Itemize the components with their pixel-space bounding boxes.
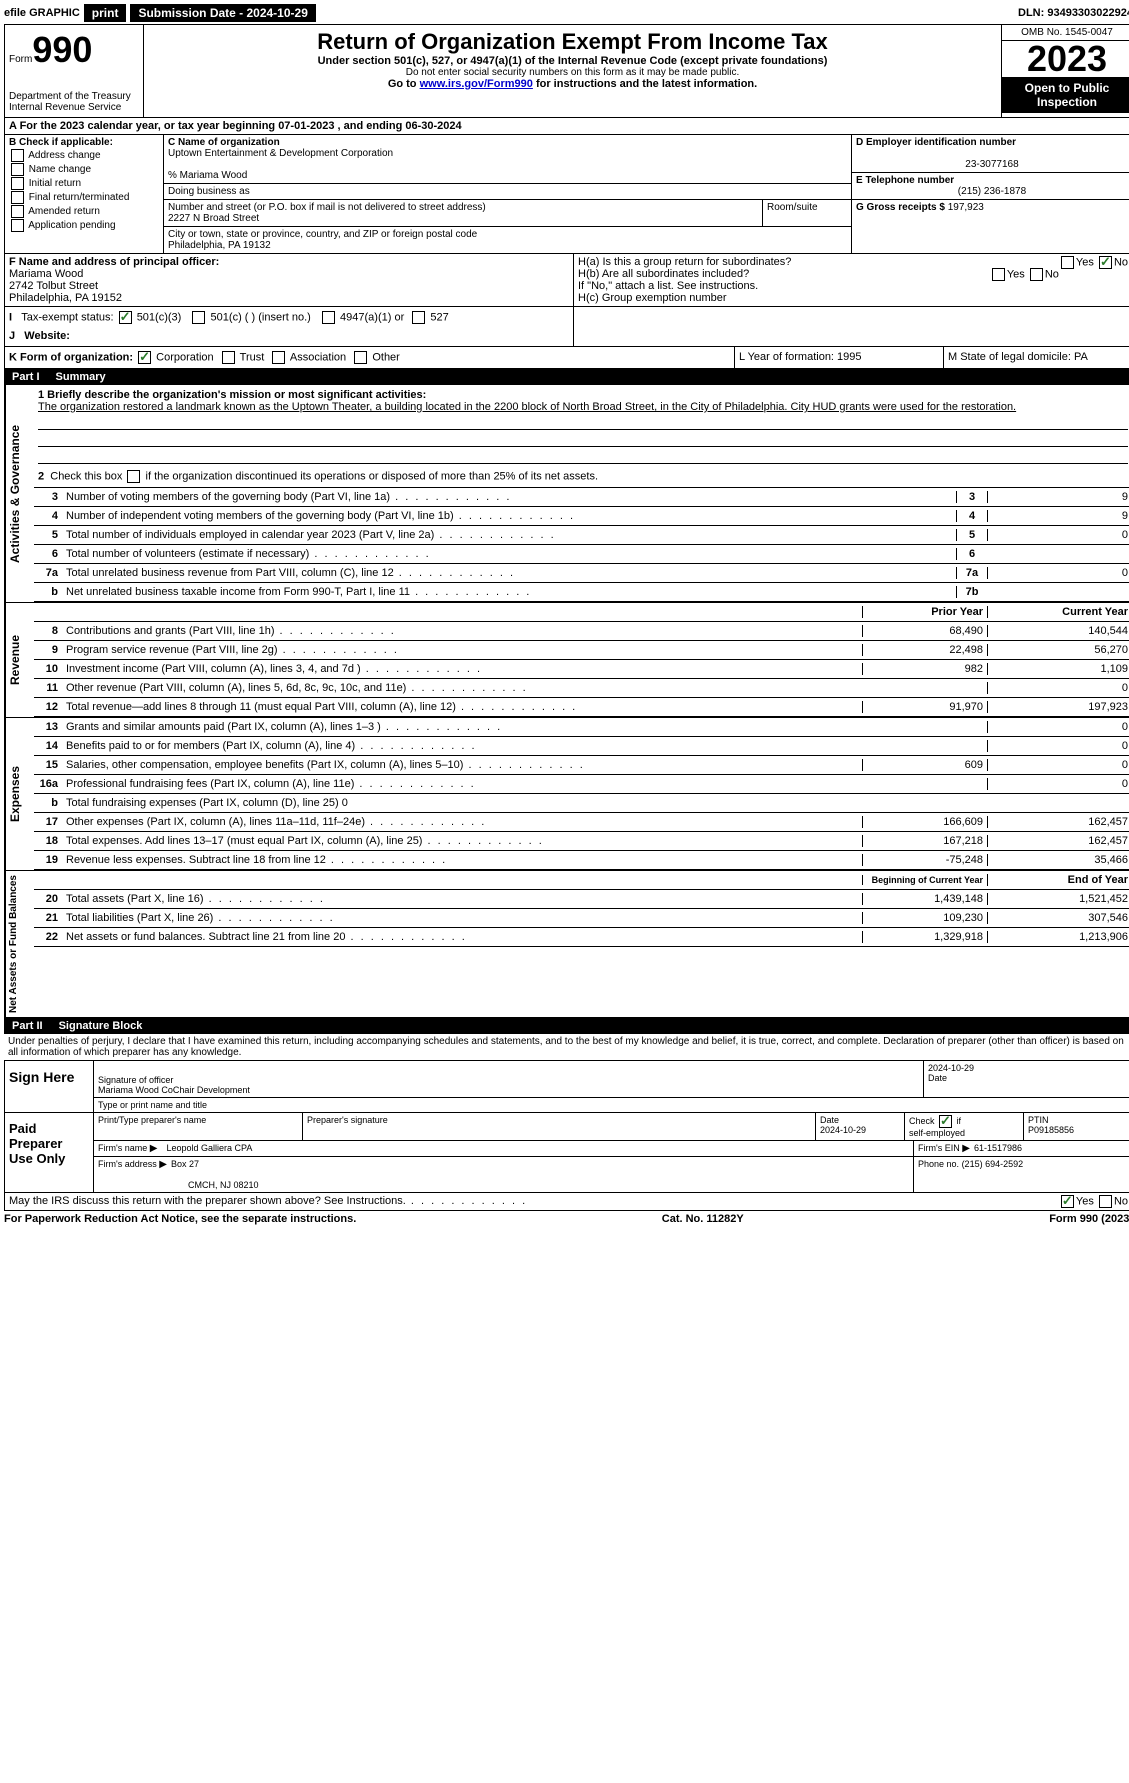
summary-line: 8Contributions and grants (Part VIII, li… <box>34 622 1129 641</box>
tab-revenue: Revenue <box>5 603 34 717</box>
dept-treasury: Department of the Treasury <box>9 91 139 102</box>
summary-line: 5 Total number of individuals employed i… <box>34 526 1129 545</box>
gross-receipts-cell: G Gross receipts $ 197,923 <box>852 200 1129 215</box>
form-subtitle-2: Do not enter social security numbers on … <box>148 67 997 78</box>
dln-label: DLN: 93493303022924 <box>1018 7 1129 19</box>
entity-info-grid: B Check if applicable: Address change Na… <box>4 135 1129 254</box>
firm-address-cell: Firm's address Box 27 CMCH, NJ 08210 <box>94 1157 914 1192</box>
summary-line: 4 Number of independent voting members o… <box>34 507 1129 526</box>
group-return-box: H(a) Is this a group return for subordin… <box>574 254 1129 306</box>
irs-label: Internal Revenue Service <box>9 102 139 113</box>
form-header: Form990 Department of the Treasury Inter… <box>4 24 1129 118</box>
submission-date-button[interactable]: Submission Date - 2024-10-29 <box>130 4 315 22</box>
summary-section-expenses: Expenses 13Grants and similar amounts pa… <box>4 718 1129 871</box>
tax-year: 2023 <box>1002 41 1129 77</box>
firm-ein-cell: Firm's EIN 61-1517986 <box>914 1141 1129 1156</box>
org-name-cell: C Name of organization Uptown Entertainm… <box>164 135 851 184</box>
summary-line: 10Investment income (Part VIII, column (… <box>34 660 1129 679</box>
form-title: Return of Organization Exempt From Incom… <box>148 29 997 55</box>
row-k-org-form: K Form of organization: Corporation Trus… <box>4 347 1129 369</box>
irs-link[interactable]: www.irs.gov/Form990 <box>420 78 533 90</box>
efile-label: efile GRAPHIC <box>4 7 80 19</box>
open-public-badge: Open to Public Inspection <box>1002 77 1129 113</box>
summary-line: 22Net assets or fund balances. Subtract … <box>34 928 1129 947</box>
summary-line: 15Salaries, other compensation, employee… <box>34 756 1129 775</box>
sign-date: 2024-10-29Date <box>924 1061 1129 1097</box>
part-2-header: Part II Signature Block <box>4 1018 1129 1034</box>
room-cell: Room/suite <box>762 200 851 226</box>
summary-line: 19Revenue less expenses. Subtract line 1… <box>34 851 1129 870</box>
ptin-cell: PTINP09185856 <box>1024 1113 1129 1140</box>
dba-cell: Doing business as <box>164 184 851 200</box>
box-b-checkboxes: B Check if applicable: Address change Na… <box>5 135 164 253</box>
principal-officer: F Name and address of principal officer:… <box>5 254 574 306</box>
summary-line: 9Program service revenue (Part VIII, lin… <box>34 641 1129 660</box>
firm-phone-cell: Phone no. (215) 694-2592 <box>914 1157 1129 1192</box>
summary-line: 3 Number of voting members of the govern… <box>34 488 1129 507</box>
summary-section-revenue: Revenue Prior Year Current Year 8Contrib… <box>4 603 1129 718</box>
summary-line: 12Total revenue—add lines 8 through 11 (… <box>34 698 1129 717</box>
form-number: Form990 <box>9 29 139 71</box>
summary-line: 7a Total unrelated business revenue from… <box>34 564 1129 583</box>
summary-line: 21Total liabilities (Part X, line 26) 10… <box>34 909 1129 928</box>
summary-line: 20Total assets (Part X, line 16) 1,439,1… <box>34 890 1129 909</box>
type-name-label: Type or print name and title <box>94 1098 211 1112</box>
signature-block: Sign Here Signature of officer Mariama W… <box>4 1060 1129 1193</box>
preparer-date: Date2024-10-29 <box>816 1113 905 1140</box>
penalty-statement: Under penalties of perjury, I declare th… <box>4 1034 1129 1060</box>
tab-expenses: Expenses <box>5 718 34 870</box>
part-1-header: Part I Summary <box>4 369 1129 385</box>
officer-signature: Signature of officer Mariama Wood CoChai… <box>94 1061 924 1097</box>
summary-line: 17Other expenses (Part IX, column (A), l… <box>34 813 1129 832</box>
address-cell: Number and street (or P.O. box if mail i… <box>164 200 762 226</box>
form-instructions-link: Go to www.irs.gov/Form990 for instructio… <box>148 78 997 90</box>
officer-group-row: F Name and address of principal officer:… <box>4 254 1129 307</box>
summary-line: 11Other revenue (Part VIII, column (A), … <box>34 679 1129 698</box>
summary-line: 14Benefits paid to or for members (Part … <box>34 737 1129 756</box>
page-footer: For Paperwork Reduction Act Notice, see … <box>4 1211 1129 1227</box>
preparer-name-hdr: Print/Type preparer's name <box>94 1113 303 1140</box>
discuss-row: May the IRS discuss this return with the… <box>4 1193 1129 1211</box>
summary-line: 13Grants and similar amounts paid (Part … <box>34 718 1129 737</box>
sign-here-label: Sign Here <box>5 1061 93 1112</box>
print-button[interactable]: print <box>84 4 127 22</box>
year-formation: L Year of formation: 1995 <box>734 347 943 368</box>
state-domicile: M State of legal domicile: PA <box>943 347 1129 368</box>
summary-section-netassets: Net Assets or Fund Balances Beginning of… <box>4 871 1129 1018</box>
phone-cell: E Telephone number (215) 236-1878 <box>852 173 1129 200</box>
preparer-sig-hdr: Preparer's signature <box>303 1113 816 1140</box>
tab-activities-governance: Activities & Governance <box>5 385 34 602</box>
summary-section-ag: Activities & Governance 1 Briefly descri… <box>4 385 1129 603</box>
topbar: efile GRAPHIC print Submission Date - 20… <box>4 4 1129 22</box>
summary-line: 6 Total number of volunteers (estimate i… <box>34 545 1129 564</box>
self-employed-check: Check ifself-employed <box>905 1113 1024 1140</box>
summary-line: bTotal fundraising expenses (Part IX, co… <box>34 794 1129 813</box>
status-website-row: I Tax-exempt status: 501(c)(3) 501(c) ( … <box>4 307 1129 347</box>
mission-block: 1 Briefly describe the organization's mi… <box>34 385 1129 488</box>
tab-net-assets: Net Assets or Fund Balances <box>5 871 34 1017</box>
summary-line: 16aProfessional fundraising fees (Part I… <box>34 775 1129 794</box>
paid-preparer-label: Paid Preparer Use Only <box>5 1113 93 1192</box>
summary-line: 18Total expenses. Add lines 13–17 (must … <box>34 832 1129 851</box>
row-a-tax-year: A For the 2023 calendar year, or tax yea… <box>4 118 1129 135</box>
firm-name-cell: Firm's name Leopold Galliera CPA <box>94 1141 914 1156</box>
ein-cell: D Employer identification number 23-3077… <box>852 135 1129 173</box>
col-header-row-na: Beginning of Current Year End of Year <box>34 871 1129 890</box>
city-cell: City or town, state or province, country… <box>164 227 851 253</box>
form-subtitle-1: Under section 501(c), 527, or 4947(a)(1)… <box>148 55 997 67</box>
col-header-row: Prior Year Current Year <box>34 603 1129 622</box>
summary-line: b Net unrelated business taxable income … <box>34 583 1129 602</box>
